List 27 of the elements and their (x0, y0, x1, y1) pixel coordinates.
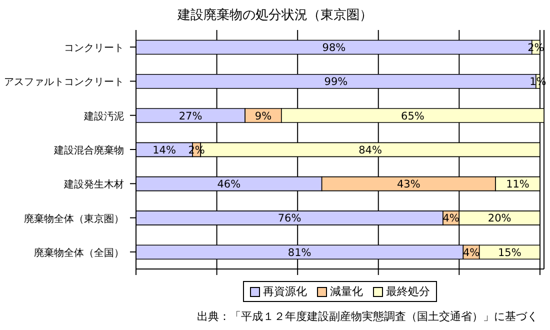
data-label: 46% (217, 178, 241, 191)
y-tick-label: コンクリート (64, 43, 124, 54)
data-label: 99% (324, 76, 348, 88)
data-label: 15% (498, 246, 522, 259)
data-label: 84% (358, 144, 382, 156)
y-tick-label: 廃棄物全体（全国） (34, 246, 124, 259)
y-tick-label: 建設発生木材 (63, 178, 124, 191)
data-label: 11% (506, 178, 530, 191)
data-label: 20% (488, 212, 512, 225)
data-label: 14% (152, 144, 176, 156)
data-label: 4% (462, 246, 480, 259)
data-label: 27% (178, 110, 202, 122)
legend-label: 減量化 (329, 284, 363, 299)
y-tick-label: 建設混合廃棄物 (53, 144, 124, 156)
data-label: 81% (288, 246, 312, 259)
chart-title: 建設廃棄物の処分状況（東京圏） (176, 7, 374, 25)
y-tick-label: アスファルトコンクリート (4, 77, 124, 88)
data-label: 65% (401, 110, 424, 122)
data-label: 43% (397, 178, 420, 191)
data-label: 76% (278, 212, 302, 225)
data-label: 9% (254, 110, 272, 122)
y-tick-label: 廃棄物全体（東京圏） (24, 212, 124, 225)
legend-label: 再資源化 (262, 284, 307, 299)
legend-label: 最終処分 (385, 284, 430, 299)
y-tick-label: 建設汚泥 (83, 110, 124, 122)
data-label: 98% (322, 42, 346, 54)
source-note: 出典：「平成１２年度建設副産物実態調査（国土交通省）」に基づく (197, 309, 538, 324)
